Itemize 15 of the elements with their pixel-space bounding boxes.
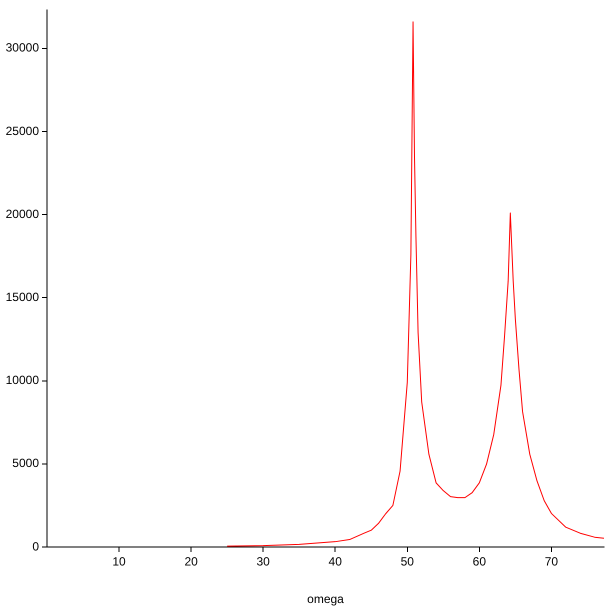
- y-tick-label: 25000: [6, 124, 40, 138]
- y-tick-label: 0: [32, 539, 40, 554]
- y-tick-label: 20000: [6, 206, 40, 221]
- y-tick-label: 5000: [12, 456, 40, 470]
- x-tick-label: 60: [472, 554, 486, 569]
- x-tick-label: 50: [400, 554, 414, 569]
- x-tick-label: 30: [256, 554, 270, 569]
- x-tick-label: 70: [544, 554, 558, 569]
- y-tick-label: 15000: [6, 290, 40, 304]
- x-tick-label: 20: [184, 554, 198, 569]
- x-tick-label: 10: [112, 554, 126, 569]
- y-tick-label: 10000: [6, 373, 40, 388]
- x-tick-label: 40: [328, 554, 342, 569]
- x-axis-title: omega: [307, 592, 344, 606]
- y-tick-label: 30000: [6, 40, 40, 55]
